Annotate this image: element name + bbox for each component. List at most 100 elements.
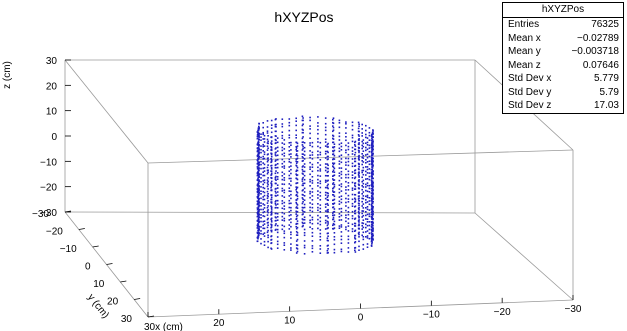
- data-point: [361, 171, 363, 174]
- data-point: [257, 149, 259, 151]
- data-point: [338, 227, 341, 229]
- data-point: [311, 151, 314, 154]
- data-point: [333, 243, 336, 246]
- data-point: [270, 153, 273, 156]
- data-point: [295, 187, 298, 190]
- data-point: [366, 206, 369, 208]
- data-point: [290, 184, 292, 187]
- data-point: [333, 251, 336, 254]
- data-point: [338, 155, 341, 158]
- data-point: [327, 142, 329, 145]
- data-point: [266, 130, 269, 132]
- data-point: [354, 185, 357, 188]
- data-point: [347, 251, 350, 253]
- data-point: [345, 144, 347, 147]
- data-point: [338, 172, 341, 174]
- data-point: [256, 207, 259, 209]
- data-point: [309, 202, 311, 204]
- data-point: [317, 190, 319, 192]
- data-point: [332, 165, 334, 167]
- data-point: [290, 149, 292, 151]
- data-point: [326, 186, 329, 189]
- data-point: [361, 216, 363, 218]
- data-point: [302, 222, 304, 225]
- data-point: [319, 211, 322, 213]
- data-point: [338, 163, 341, 165]
- data-point: [262, 143, 264, 146]
- data-point: [370, 144, 373, 147]
- data-point: [267, 188, 269, 190]
- data-point: [256, 212, 259, 214]
- data-point: [270, 202, 273, 204]
- data-point: [276, 150, 279, 152]
- data-point: [326, 215, 329, 217]
- data-point: [301, 160, 304, 162]
- data-point: [301, 213, 304, 216]
- data-point: [358, 197, 360, 199]
- data-point: [351, 153, 354, 155]
- data-point: [301, 218, 304, 220]
- data-point: [283, 139, 286, 141]
- data-point: [317, 166, 319, 169]
- data-point: [303, 146, 306, 149]
- data-point: [365, 159, 367, 161]
- data-point: [281, 175, 284, 177]
- data-point: [324, 197, 327, 200]
- data-point: [257, 220, 260, 223]
- data-point: [370, 143, 373, 145]
- y-tick: [147, 315, 155, 318]
- data-point: [311, 182, 314, 184]
- data-point: [319, 216, 322, 219]
- data-point: [281, 224, 284, 227]
- data-point: [319, 164, 322, 166]
- stats-value: 76325: [591, 19, 619, 30]
- data-point: [354, 160, 357, 163]
- data-point: [357, 174, 360, 176]
- data-point: [281, 187, 284, 190]
- data-point: [295, 244, 298, 246]
- data-point: [303, 195, 306, 197]
- data-point: [309, 125, 311, 127]
- data-point: [332, 203, 334, 205]
- data-point: [362, 214, 365, 217]
- data-point: [288, 187, 291, 189]
- data-point: [256, 190, 259, 193]
- data-point: [296, 204, 299, 206]
- data-point: [340, 183, 343, 185]
- data-point: [358, 187, 360, 190]
- data-point: [354, 222, 357, 225]
- data-point: [332, 162, 334, 164]
- data-point: [270, 229, 272, 232]
- data-point: [324, 122, 327, 125]
- data-point: [260, 173, 262, 176]
- data-point: [275, 139, 277, 142]
- data-point: [372, 164, 374, 166]
- data-point: [303, 216, 306, 218]
- data-point: [347, 170, 350, 173]
- data-point: [281, 190, 284, 192]
- data-point: [258, 191, 260, 194]
- data-point: [365, 162, 367, 164]
- data-point: [260, 197, 262, 200]
- data-point: [283, 160, 286, 163]
- data-point: [303, 211, 306, 213]
- data-point: [368, 232, 371, 235]
- data-point: [365, 186, 367, 188]
- data-point: [332, 157, 335, 160]
- data-point: [257, 146, 260, 149]
- data-point: [309, 192, 311, 195]
- data-point: [358, 192, 360, 194]
- data-point: [275, 223, 277, 225]
- data-point: [338, 179, 341, 182]
- data-point: [270, 131, 273, 134]
- data-point: [275, 212, 277, 215]
- data-point: [256, 166, 259, 168]
- data-point: [357, 195, 360, 198]
- data-point: [303, 222, 306, 224]
- data-point: [270, 170, 272, 172]
- data-point: [332, 118, 334, 121]
- data-point: [275, 192, 277, 194]
- data-point: [301, 131, 304, 134]
- data-point: [275, 179, 277, 181]
- y-tick: [64, 210, 72, 213]
